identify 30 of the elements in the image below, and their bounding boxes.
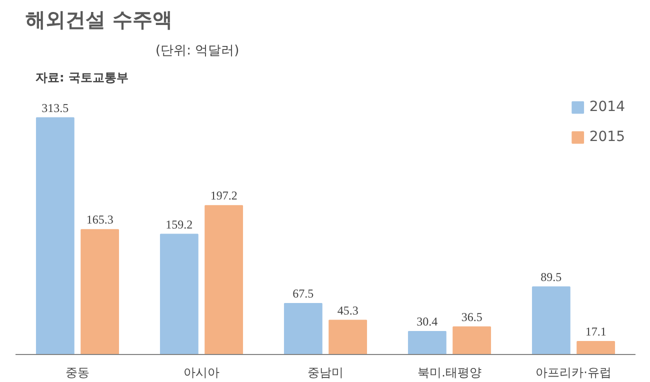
bar [160, 234, 198, 354]
chart-title: 해외건설 수주액 [26, 8, 172, 32]
bar [204, 205, 244, 354]
text: 자료: 국토교통부 [36, 70, 128, 84]
bar [408, 330, 446, 354]
x-tick-label: 북미.태평양 [418, 366, 482, 380]
x-tick-label: 중남미 [308, 366, 344, 380]
data-label: 159.2 [166, 217, 193, 232]
data-label: 67.5 [292, 286, 314, 301]
legend-label: 2015 [589, 129, 625, 145]
x-tick-label: 중동 [66, 366, 90, 380]
x-tick-label: 아시아 [184, 366, 220, 380]
data-label: 17.1 [585, 324, 606, 339]
legend-label: 2014 [589, 99, 625, 115]
data-label: 30.4 [416, 314, 438, 329]
data-label: 165.3 [86, 212, 114, 227]
data-label: 313.5 [42, 100, 69, 115]
bar [328, 320, 368, 354]
bar [80, 229, 120, 354]
data-label: 36.5 [461, 310, 482, 324]
bar [532, 286, 570, 354]
bar [576, 340, 616, 354]
bar [452, 326, 492, 354]
data-label: 45.3 [337, 303, 358, 318]
bar [284, 302, 322, 354]
data-label: 197.2 [210, 188, 238, 203]
x-tick-label: 아프리카·유럽 [536, 366, 612, 380]
data-label: 89.5 [540, 270, 562, 284]
chart-subtitle: (단위: 억달러) [156, 44, 240, 58]
bar [36, 117, 74, 354]
